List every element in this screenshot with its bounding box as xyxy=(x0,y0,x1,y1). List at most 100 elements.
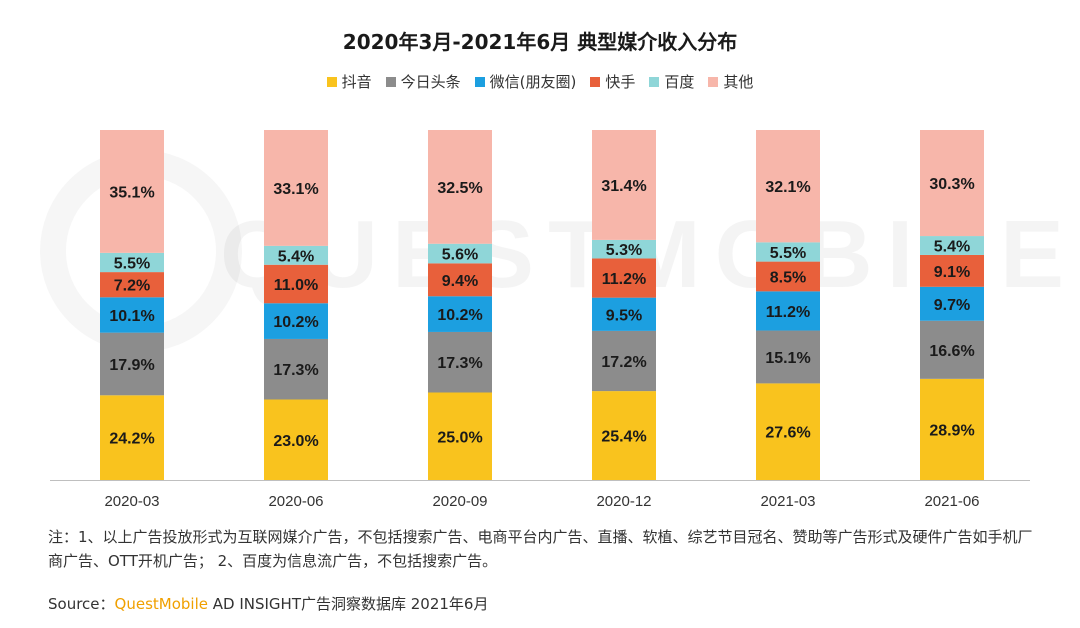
data-label: 15.1% xyxy=(765,350,810,367)
bar-segment xyxy=(592,297,656,331)
data-label: 11.2% xyxy=(602,271,646,288)
source-brand: QuestMobile xyxy=(114,595,208,613)
bar-segment xyxy=(756,383,820,480)
bar-segment xyxy=(264,264,328,304)
data-label: 27.6% xyxy=(765,425,810,442)
data-label: 10.2% xyxy=(437,307,482,324)
legend-label: 抖音 xyxy=(341,73,372,91)
data-label: 9.4% xyxy=(442,273,478,290)
x-tick-label: 2021-03 xyxy=(760,493,815,510)
x-tick-label: 2020-12 xyxy=(596,493,651,510)
data-label: 5.6% xyxy=(442,247,478,264)
legend-swatch xyxy=(385,76,396,87)
bar-segment xyxy=(592,258,656,298)
bar-segment xyxy=(100,297,164,333)
data-label: 5.3% xyxy=(606,242,642,259)
bar-segment xyxy=(920,320,984,379)
data-label: 11.2% xyxy=(766,304,810,321)
legend-swatch xyxy=(326,76,337,87)
bar-segment xyxy=(428,392,492,480)
legend-label: 微信(朋友圈) xyxy=(489,73,577,91)
legend-item: 今日头条 xyxy=(385,71,461,92)
data-label: 9.7% xyxy=(934,297,970,314)
source-rest: AD INSIGHT广告洞察数据库 2021年6月 xyxy=(207,595,489,613)
legend-swatch xyxy=(590,76,601,87)
bar-segment xyxy=(264,399,328,480)
legend-swatch xyxy=(708,76,719,87)
data-label: 17.2% xyxy=(601,354,646,371)
legend-label: 快手 xyxy=(605,73,636,91)
data-label: 17.3% xyxy=(273,362,318,379)
data-label: 9.5% xyxy=(606,307,642,324)
legend-item: 抖音 xyxy=(326,71,372,92)
bar-segment xyxy=(100,252,164,273)
data-label: 10.1% xyxy=(109,308,154,325)
bar-segment xyxy=(428,296,492,332)
x-tick-label: 2020-09 xyxy=(432,493,487,510)
bar-segment xyxy=(428,130,492,244)
bar-segment xyxy=(756,291,820,331)
data-label: 30.3% xyxy=(929,176,974,193)
legend-label: 今日头条 xyxy=(400,73,461,91)
bar-segment xyxy=(756,130,820,243)
data-label: 31.4% xyxy=(601,178,646,195)
x-tick-label: 2020-06 xyxy=(268,493,323,510)
bar-segment xyxy=(264,338,328,400)
data-label: 25.0% xyxy=(437,429,482,446)
bar-segment xyxy=(592,391,656,480)
data-label: 7.2% xyxy=(114,278,150,295)
data-label: 28.9% xyxy=(929,422,974,439)
legend-item: 其他 xyxy=(708,71,753,92)
bar-segment xyxy=(100,272,164,298)
x-tick-label: 2020-03 xyxy=(104,493,159,510)
bar-segment xyxy=(592,330,656,392)
data-label: 5.4% xyxy=(934,239,970,256)
data-label: 33.1% xyxy=(273,181,318,198)
bar-segment xyxy=(428,263,492,297)
legend-label: 百度 xyxy=(664,73,695,91)
bar-segment xyxy=(920,254,984,287)
bar-segment xyxy=(428,331,492,393)
legend: 抖音 今日头条 微信(朋友圈) 快手 百度 其他 xyxy=(0,71,1080,92)
legend-swatch xyxy=(649,76,660,87)
legend-label: 其他 xyxy=(723,73,754,91)
data-label: 35.1% xyxy=(109,184,154,201)
data-label: 16.6% xyxy=(929,343,974,360)
data-label: 5.5% xyxy=(770,245,806,262)
bar-segment xyxy=(100,130,164,253)
bar-segment xyxy=(920,286,984,321)
data-label: 24.2% xyxy=(109,431,154,448)
data-label: 5.4% xyxy=(278,248,314,265)
data-label: 23.0% xyxy=(273,433,318,450)
legend-item: 快手 xyxy=(590,71,635,92)
source-line: Source：QuestMobile AD INSIGHT广告洞察数据库 202… xyxy=(48,593,488,614)
bar-segment xyxy=(428,243,492,264)
chart-title: 2020年3月-2021年6月 典型媒介收入分布 xyxy=(342,30,738,54)
bar-segment xyxy=(100,332,164,396)
data-label: 17.3% xyxy=(437,355,482,372)
bar-segment xyxy=(264,245,328,265)
data-label: 17.9% xyxy=(109,357,154,374)
bar-segment xyxy=(920,236,984,255)
bar-segment xyxy=(920,378,984,480)
bar-segment xyxy=(264,303,328,339)
data-label: 8.5% xyxy=(770,269,806,286)
data-label: 10.2% xyxy=(273,314,318,331)
bar-segment xyxy=(756,330,820,384)
data-label: 32.5% xyxy=(437,180,482,197)
data-label: 5.5% xyxy=(114,255,150,272)
source-prefix: Source： xyxy=(48,595,115,613)
legend-item: 百度 xyxy=(649,71,694,92)
footnote: 注：1、以上广告投放形式为互联网媒介广告，不包括搜索广告、电商平台内广告、直播、… xyxy=(48,528,1033,570)
data-label: 11.0% xyxy=(274,277,318,294)
bar-segment xyxy=(592,130,656,240)
bar-segment xyxy=(756,242,820,262)
bar-segment xyxy=(920,130,984,237)
bar-segment xyxy=(756,261,820,292)
data-label: 9.1% xyxy=(934,264,970,281)
bar-segment xyxy=(592,239,656,259)
data-label: 25.4% xyxy=(601,429,646,446)
x-tick-label: 2021-06 xyxy=(924,493,979,510)
legend-item: 微信(朋友圈) xyxy=(474,71,577,92)
